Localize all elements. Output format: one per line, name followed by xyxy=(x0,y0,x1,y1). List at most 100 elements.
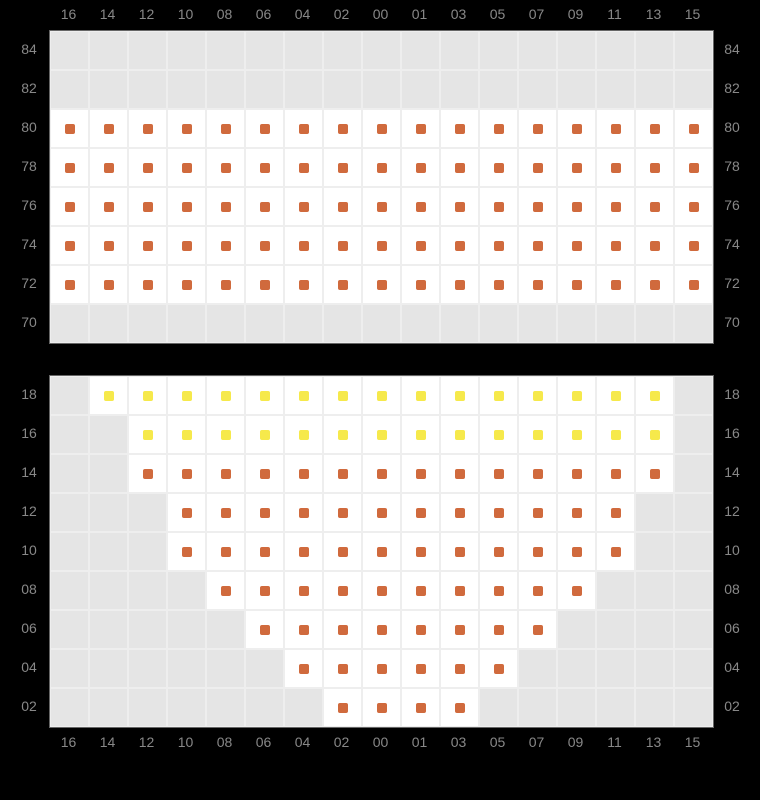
seat-cell[interactable] xyxy=(128,148,167,187)
seat-cell[interactable] xyxy=(362,148,401,187)
seat-cell[interactable] xyxy=(167,109,206,148)
seat-cell[interactable] xyxy=(245,265,284,304)
seat-cell[interactable] xyxy=(128,109,167,148)
seat-cell[interactable] xyxy=(440,376,479,415)
seat-cell[interactable] xyxy=(479,148,518,187)
seat-cell[interactable] xyxy=(557,454,596,493)
seat-cell[interactable] xyxy=(206,532,245,571)
seat-cell[interactable] xyxy=(362,610,401,649)
seat-cell[interactable] xyxy=(557,493,596,532)
seat-cell[interactable] xyxy=(479,454,518,493)
seat-cell[interactable] xyxy=(50,226,89,265)
seat-cell[interactable] xyxy=(479,610,518,649)
seat-cell[interactable] xyxy=(596,376,635,415)
seat-cell[interactable] xyxy=(362,649,401,688)
seat-cell[interactable] xyxy=(128,187,167,226)
seat-cell[interactable] xyxy=(245,571,284,610)
seat-cell[interactable] xyxy=(557,415,596,454)
seat-cell[interactable] xyxy=(440,109,479,148)
seat-cell[interactable] xyxy=(362,415,401,454)
seat-cell[interactable] xyxy=(479,265,518,304)
seat-cell[interactable] xyxy=(479,649,518,688)
seat-cell[interactable] xyxy=(323,148,362,187)
seat-cell[interactable] xyxy=(635,415,674,454)
seat-cell[interactable] xyxy=(323,688,362,727)
seat-cell[interactable] xyxy=(206,454,245,493)
seat-cell[interactable] xyxy=(284,376,323,415)
seat-cell[interactable] xyxy=(167,148,206,187)
seat-cell[interactable] xyxy=(518,610,557,649)
seat-cell[interactable] xyxy=(245,226,284,265)
seat-cell[interactable] xyxy=(50,148,89,187)
seat-cell[interactable] xyxy=(284,415,323,454)
seat-cell[interactable] xyxy=(440,226,479,265)
seat-cell[interactable] xyxy=(362,571,401,610)
seat-cell[interactable] xyxy=(479,226,518,265)
seat-cell[interactable] xyxy=(518,148,557,187)
seat-cell[interactable] xyxy=(518,376,557,415)
seat-cell[interactable] xyxy=(635,226,674,265)
seat-cell[interactable] xyxy=(128,265,167,304)
seat-cell[interactable] xyxy=(89,109,128,148)
seat-cell[interactable] xyxy=(167,187,206,226)
seat-cell[interactable] xyxy=(401,148,440,187)
seat-cell[interactable] xyxy=(401,493,440,532)
seat-cell[interactable] xyxy=(128,454,167,493)
seat-cell[interactable] xyxy=(440,187,479,226)
seat-cell[interactable] xyxy=(167,532,206,571)
seat-cell[interactable] xyxy=(128,376,167,415)
seat-cell[interactable] xyxy=(89,226,128,265)
seat-cell[interactable] xyxy=(206,571,245,610)
seat-cell[interactable] xyxy=(479,493,518,532)
seat-cell[interactable] xyxy=(401,265,440,304)
seat-cell[interactable] xyxy=(401,376,440,415)
seat-cell[interactable] xyxy=(89,187,128,226)
seat-cell[interactable] xyxy=(323,493,362,532)
seat-cell[interactable] xyxy=(206,187,245,226)
seat-cell[interactable] xyxy=(401,532,440,571)
seat-cell[interactable] xyxy=(50,109,89,148)
seat-cell[interactable] xyxy=(362,109,401,148)
seat-cell[interactable] xyxy=(167,493,206,532)
seat-cell[interactable] xyxy=(245,532,284,571)
seat-cell[interactable] xyxy=(635,148,674,187)
seat-cell[interactable] xyxy=(245,610,284,649)
seat-cell[interactable] xyxy=(596,532,635,571)
seat-cell[interactable] xyxy=(362,187,401,226)
seat-cell[interactable] xyxy=(284,226,323,265)
seat-cell[interactable] xyxy=(323,415,362,454)
seat-cell[interactable] xyxy=(89,376,128,415)
seat-cell[interactable] xyxy=(362,454,401,493)
seat-cell[interactable] xyxy=(440,649,479,688)
seat-cell[interactable] xyxy=(401,688,440,727)
seat-cell[interactable] xyxy=(518,454,557,493)
seat-cell[interactable] xyxy=(557,187,596,226)
seat-cell[interactable] xyxy=(245,148,284,187)
seat-cell[interactable] xyxy=(284,148,323,187)
seat-cell[interactable] xyxy=(401,571,440,610)
seat-cell[interactable] xyxy=(323,649,362,688)
seat-cell[interactable] xyxy=(401,649,440,688)
seat-cell[interactable] xyxy=(362,532,401,571)
seat-cell[interactable] xyxy=(518,226,557,265)
seat-cell[interactable] xyxy=(635,187,674,226)
seat-cell[interactable] xyxy=(323,610,362,649)
seat-cell[interactable] xyxy=(206,109,245,148)
seat-cell[interactable] xyxy=(50,187,89,226)
seat-cell[interactable] xyxy=(323,265,362,304)
seat-cell[interactable] xyxy=(362,493,401,532)
seat-cell[interactable] xyxy=(362,376,401,415)
seat-cell[interactable] xyxy=(284,187,323,226)
seat-cell[interactable] xyxy=(167,454,206,493)
seat-cell[interactable] xyxy=(557,148,596,187)
seat-cell[interactable] xyxy=(206,226,245,265)
seat-cell[interactable] xyxy=(245,493,284,532)
seat-cell[interactable] xyxy=(206,148,245,187)
seat-cell[interactable] xyxy=(479,532,518,571)
seat-cell[interactable] xyxy=(362,688,401,727)
seat-cell[interactable] xyxy=(518,532,557,571)
seat-cell[interactable] xyxy=(557,376,596,415)
seat-cell[interactable] xyxy=(674,226,713,265)
seat-cell[interactable] xyxy=(674,265,713,304)
seat-cell[interactable] xyxy=(167,226,206,265)
